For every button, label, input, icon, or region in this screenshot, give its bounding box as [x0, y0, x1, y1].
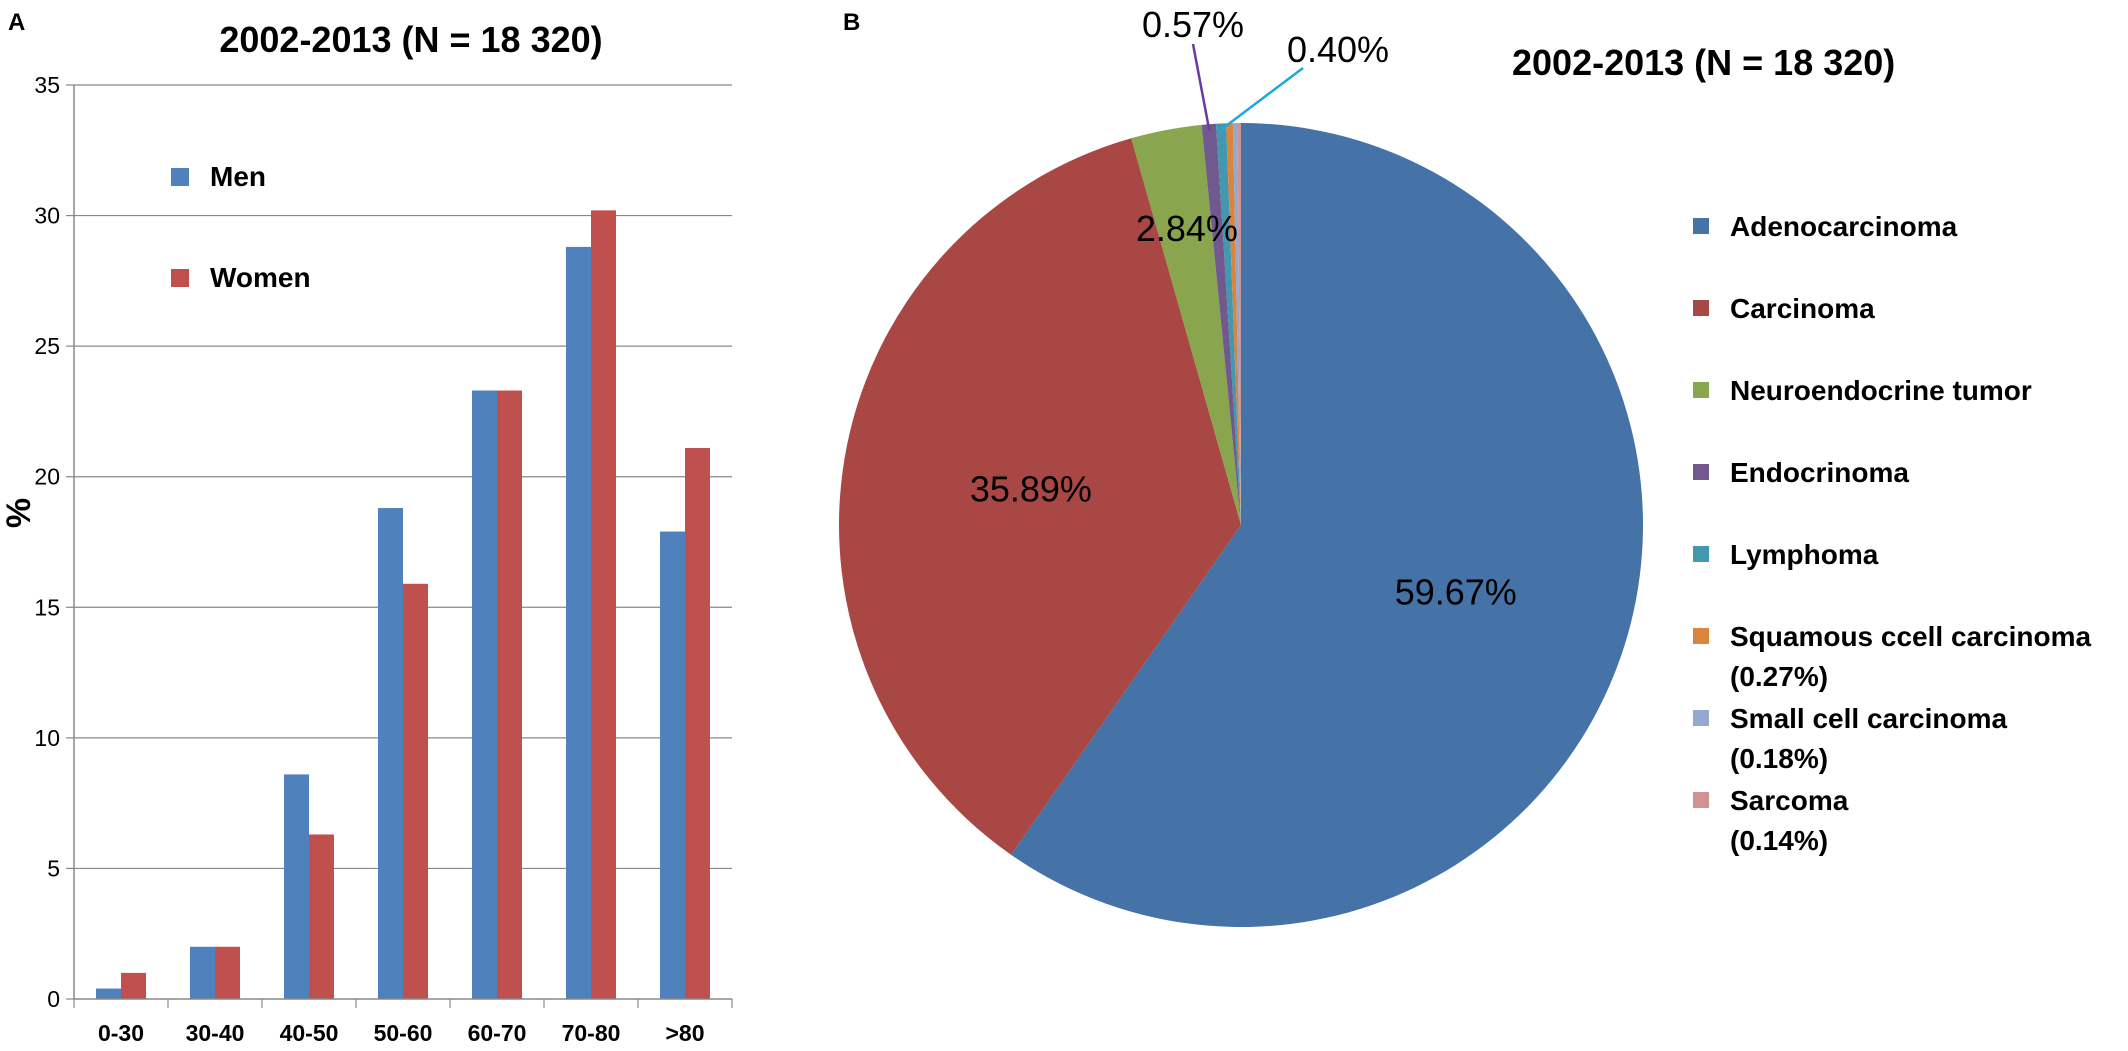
bar-women->80 — [685, 447, 710, 999]
y-tick-label: 5 — [47, 855, 60, 881]
pie-slice-sarcoma — [1237, 123, 1241, 525]
bar-men->80 — [660, 531, 685, 999]
legend-swatch-3 — [1693, 464, 1709, 480]
y-tick-label: 0 — [47, 986, 60, 1012]
y-tick-label: 10 — [34, 725, 60, 751]
legend-label-1: Carcinoma — [1730, 293, 1875, 324]
x-tick-label: 40-50 — [280, 1020, 339, 1046]
legend-label-6: Small cell carcinoma — [1730, 703, 2007, 734]
legend-swatch-6 — [1693, 710, 1709, 726]
bar-chart-bars — [96, 210, 710, 1000]
pie-label-2: 2.84% — [1136, 208, 1238, 249]
bar-chart-axes: 0 5 10 15 20 25 30 35 0-30 30-40 40-50 50-60 60-70 70… — [34, 72, 733, 1046]
bar-men-60-70 — [472, 390, 497, 1000]
pie-slice-neuroendocrine-tumor — [1131, 124, 1241, 526]
legend-label-4: Lymphoma — [1730, 539, 1879, 570]
bar-women-60-70 — [497, 390, 522, 1000]
legend-swatch-4 — [1693, 546, 1709, 562]
bar-men-30-40 — [190, 946, 215, 999]
legend-label-women: Women — [210, 262, 311, 293]
bar-men-0-30 — [96, 988, 121, 999]
pie-slice-small-cell-carcinoma — [1232, 123, 1241, 525]
pie-chart-panel: B 2002-2013 (N = 18 320) 59.67% 35.89% 2.8… — [839, 4, 2091, 927]
legend-label-0: Adenocarcinoma — [1730, 211, 1958, 242]
panel-a-label: A — [8, 9, 25, 36]
leader-line-3 — [1191, 43, 1211, 131]
bar-chart-y-axis-label: % — [0, 498, 38, 528]
x-tick-label: 60-70 — [468, 1020, 527, 1046]
legend-label-5: Squamous ccell carcinoma — [1730, 621, 2091, 652]
bar-men-40-50 — [284, 774, 309, 999]
bar-chart-title: 2002-2013 (N = 18 320) — [219, 19, 602, 60]
pie-label-4: 0.40% — [1287, 29, 1389, 70]
pie-chart-legend: Adenocarcinoma Carcinoma Neuroendocrine tu… — [1693, 211, 2091, 856]
y-tick-label: 30 — [34, 203, 60, 229]
pie-slice-carcinoma — [839, 138, 1241, 855]
pie-chart-title: 2002-2013 (N = 18 320) — [1512, 42, 1895, 83]
panel-b-label: B — [843, 9, 860, 36]
legend-label-2: Neuroendocrine tumor — [1730, 375, 2032, 406]
legend-swatch-7 — [1693, 792, 1709, 808]
bar-men-50-60 — [378, 508, 403, 999]
legend-note-7: (0.14%) — [1730, 825, 1828, 856]
pie-label-3: 0.57% — [1142, 4, 1244, 45]
legend-swatch-0 — [1693, 218, 1709, 234]
legend-label-7: Sarcoma — [1730, 785, 1849, 816]
bar-women-70-80 — [591, 210, 616, 999]
bar-women-50-60 — [403, 583, 428, 999]
legend-swatch-women — [171, 269, 189, 287]
x-tick-label: 0-30 — [98, 1020, 144, 1046]
pie-chart-slices — [839, 123, 1643, 927]
bar-men-70-80 — [566, 246, 591, 999]
legend-swatch-1 — [1693, 300, 1709, 316]
x-tick-label: 50-60 — [374, 1020, 433, 1046]
x-tick-label: >80 — [665, 1020, 704, 1046]
bar-women-30-40 — [215, 946, 240, 999]
legend-swatch-men — [171, 168, 189, 186]
bar-women-0-30 — [121, 972, 146, 999]
pie-chart-labels: 59.67% 35.89% 2.84% 0.57% 0.40% — [970, 4, 1517, 613]
legend-label-3: Endocrinoma — [1730, 457, 1909, 488]
x-tick-label: 70-80 — [562, 1020, 621, 1046]
bar-chart-panel: A 2002-2013 (N = 18 320) % 0 5 10 15 20 25 30 3… — [0, 9, 733, 1046]
legend-note-6: (0.18%) — [1730, 743, 1828, 774]
x-tick-label: 30-40 — [186, 1020, 245, 1046]
pie-slice-lymphoma — [1216, 123, 1241, 525]
y-tick-label: 35 — [34, 72, 60, 98]
pie-slice-adenocarcinoma — [1011, 123, 1643, 927]
pie-label-0: 59.67% — [1395, 572, 1517, 613]
bar-chart-legend: Men Women — [171, 161, 311, 293]
legend-label-men: Men — [210, 161, 266, 192]
legend-note-5: (0.27%) — [1730, 661, 1828, 692]
legend-swatch-5 — [1693, 628, 1709, 644]
y-tick-label: 15 — [34, 594, 60, 620]
pie-slice-endocrinoma — [1201, 123, 1241, 525]
leader-line-4 — [1220, 67, 1304, 131]
pie-slice-squamous-ccell-carcinoma — [1226, 123, 1241, 525]
bar-women-40-50 — [309, 834, 334, 999]
y-tick-label: 25 — [34, 333, 60, 359]
y-tick-label: 20 — [34, 464, 60, 490]
pie-label-1: 35.89% — [970, 469, 1092, 510]
legend-swatch-2 — [1693, 382, 1709, 398]
